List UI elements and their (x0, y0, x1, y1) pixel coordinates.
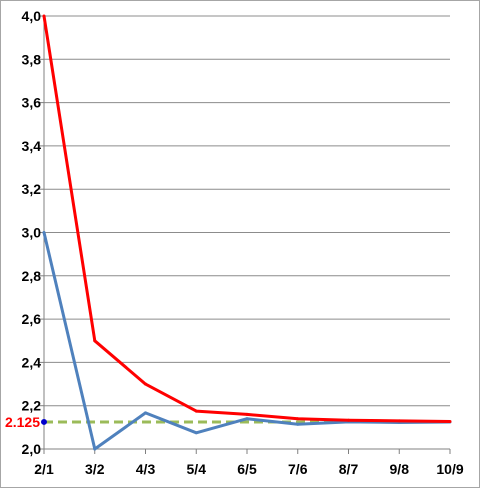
data-point (296, 422, 300, 426)
x-tick-label: 6/5 (237, 461, 257, 477)
data-point (194, 409, 198, 413)
data-point (245, 412, 249, 416)
reference-value-label: 2.125 (5, 414, 40, 430)
y-tick-label: 3,6 (22, 95, 42, 111)
y-tick-label: 2,4 (22, 354, 42, 370)
x-tick-label: 5/4 (187, 461, 207, 477)
x-tick-label: 10/9 (436, 461, 463, 477)
x-tick-label: 4/3 (136, 461, 156, 477)
x-tick-label: 9/8 (390, 461, 410, 477)
x-tick-label: 7/6 (288, 461, 308, 477)
y-tick-label: 4,0 (22, 8, 42, 24)
data-point (93, 447, 97, 451)
data-point (448, 420, 452, 424)
y-tick-label: 2,0 (22, 441, 42, 457)
x-tick-label: 2/1 (34, 461, 54, 477)
y-tick-labels: 2,0 2,2 2,4 2,6 2,8 3,0 3,2 3,4 3,6 3,8 4,0 (22, 8, 42, 457)
data-point (144, 382, 147, 386)
y-tick-label: 3,8 (22, 51, 42, 67)
y-tick-label: 3,2 (22, 181, 42, 197)
data-point (42, 231, 46, 234)
x-tick-label: 8/7 (339, 461, 359, 477)
data-point (144, 411, 147, 415)
x-tick-label: 3/2 (85, 461, 105, 477)
x-tick-labels: 2/1 3/2 4/3 5/4 6/5 7/6 8/7 9/8 10/9 (34, 461, 464, 477)
data-point (194, 431, 198, 435)
data-point (397, 419, 401, 423)
reference-marker-dot (41, 418, 47, 425)
y-tick-label: 2,6 (22, 311, 42, 327)
data-point (296, 417, 300, 421)
y-tick-label: 2,2 (22, 398, 42, 414)
series-group (42, 14, 452, 451)
y-tick-label: 3,0 (22, 225, 42, 241)
data-point (347, 418, 350, 422)
data-point (245, 417, 249, 421)
y-tick-label: 2,8 (22, 268, 42, 284)
gridlines (44, 15, 450, 407)
data-point (93, 339, 97, 343)
y-tick-label: 3,4 (22, 138, 42, 154)
reference-marker-group: 2.125 (5, 414, 47, 430)
data-point (42, 14, 46, 18)
